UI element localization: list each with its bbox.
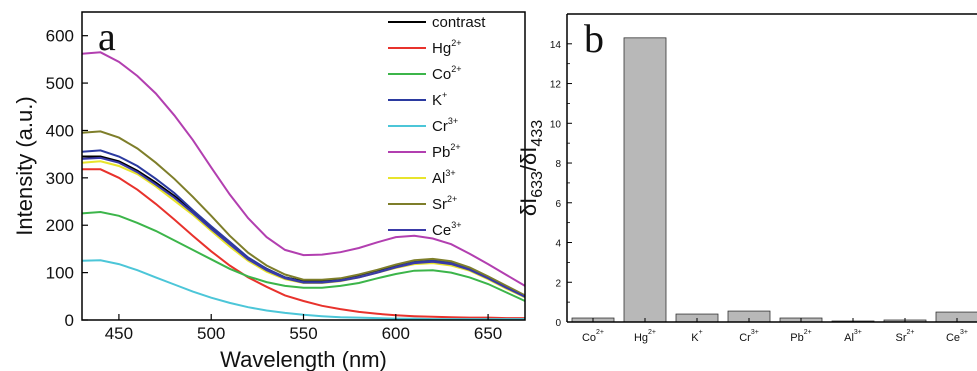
series-line-ce xyxy=(81,156,526,298)
category-label: Pb2+ xyxy=(790,329,811,344)
category-label: Ce3+ xyxy=(946,329,968,344)
y-tick-label: 400 xyxy=(46,121,74,140)
x-tick-label: 500 xyxy=(197,324,225,343)
legend-entry: contrast xyxy=(432,14,486,31)
y-tick-label: 14 xyxy=(550,40,562,51)
category-label: Hg2+ xyxy=(634,329,656,344)
bar-hg xyxy=(623,37,667,323)
legend-entry: K+ xyxy=(432,90,447,109)
x-axis-label: Wavelength (nm) xyxy=(220,347,387,371)
y-tick-label: 6 xyxy=(555,199,561,210)
y-tick-label: 12 xyxy=(550,80,562,91)
series-line-hg xyxy=(82,168,525,320)
legend-entry: Ce3+ xyxy=(432,220,461,239)
legend-entry: Cr3+ xyxy=(432,116,458,135)
series-line-co xyxy=(81,210,526,302)
legend-entry: Al3+ xyxy=(432,168,456,187)
x-tick-label: 600 xyxy=(382,324,410,343)
panel-label: b xyxy=(584,16,604,61)
y-axis-label: Intensity (a.u.) xyxy=(12,96,37,235)
y-tick-label: 2 xyxy=(555,278,561,289)
category-label: Al3+ xyxy=(844,329,862,344)
category-label: Sr2+ xyxy=(896,329,915,344)
legend-entry: Co2+ xyxy=(432,64,461,83)
x-tick-label: 650 xyxy=(474,324,502,343)
y-tick-label: 0 xyxy=(65,311,74,330)
legend-entry: Hg2+ xyxy=(432,38,461,57)
y-axis-label: δI633/δI433 xyxy=(516,120,546,216)
y-tick-label: 500 xyxy=(46,74,74,93)
panel-a-line-chart: 450 500 550 600 650 0 100 200 300 400 500 600 Wavele… xyxy=(12,11,526,371)
y-tick-label: 4 xyxy=(555,239,561,250)
x-tick-label: 450 xyxy=(105,324,133,343)
y-tick-label: 10 xyxy=(550,119,562,130)
y-tick-label: 8 xyxy=(555,159,561,170)
legend-entry: Pb2+ xyxy=(432,142,461,161)
panel-b-bar-chart: Co2+ Hg2+ K+ Cr3+ Pb2+ Al3+ Sr2+ Ce3+ 0 2 4 6 8 10 12 1… xyxy=(516,13,977,344)
series-line-cr xyxy=(81,259,525,321)
category-label: K+ xyxy=(691,329,702,344)
y-tick-label: 300 xyxy=(46,169,74,188)
y-tick-label: 600 xyxy=(46,27,74,46)
series-line-sr xyxy=(81,130,526,297)
x-tick-label: 550 xyxy=(289,324,317,343)
y-tick-label: 0 xyxy=(555,318,561,329)
y-tick-label: 200 xyxy=(46,216,74,235)
series-line-pb xyxy=(81,51,526,287)
y-tick-label: 100 xyxy=(46,264,74,283)
legend-entry: Sr2+ xyxy=(432,194,457,213)
category-label: Cr3+ xyxy=(739,329,759,344)
category-label: Co2+ xyxy=(582,329,604,344)
panel-label: a xyxy=(98,14,116,59)
